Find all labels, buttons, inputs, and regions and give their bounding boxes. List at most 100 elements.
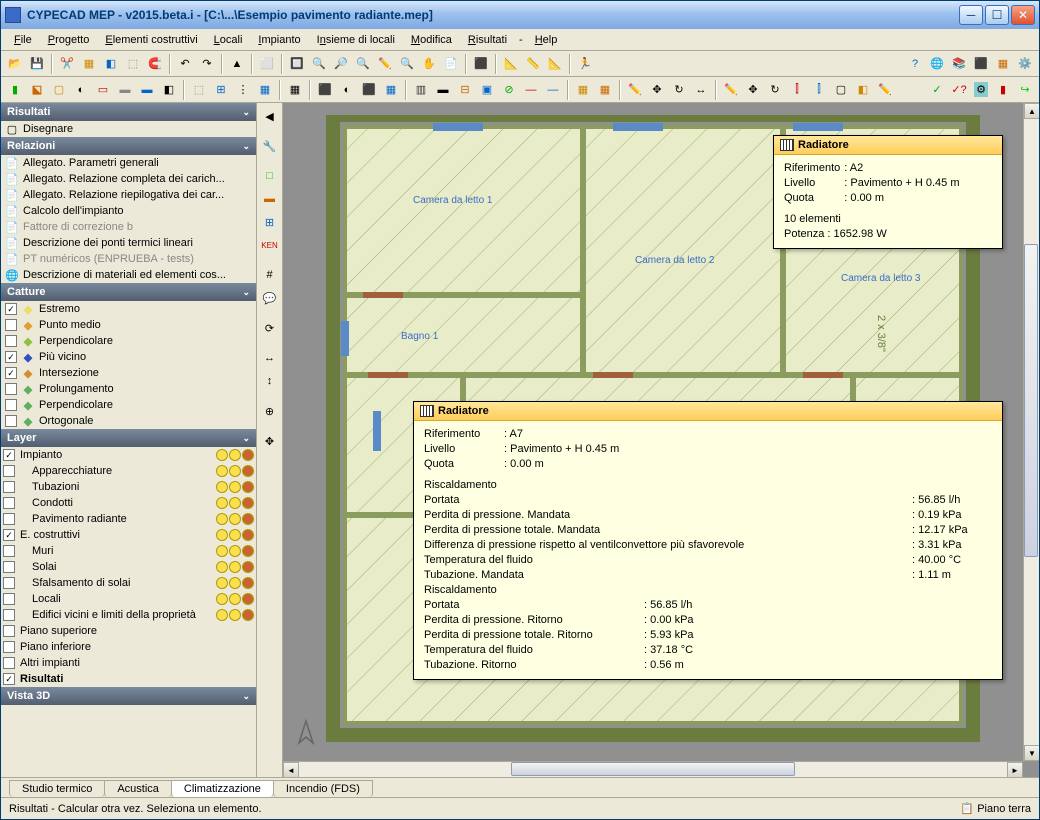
toolbar-button[interactable]: ▢: [831, 80, 851, 100]
toolbar-button[interactable]: ↻: [669, 80, 689, 100]
toolbar-button[interactable]: 🔍: [309, 54, 329, 74]
toolbar-button[interactable]: ⬕: [27, 80, 47, 100]
menu-modifica[interactable]: Modifica: [404, 32, 459, 48]
maximize-button[interactable]: ☐: [985, 5, 1009, 25]
layer-item[interactable]: Apparecchiature: [1, 463, 256, 479]
toolbar-button[interactable]: 📏: [523, 54, 543, 74]
toolbar-button[interactable]: 🔍: [353, 54, 373, 74]
toolbar-button[interactable]: —: [521, 80, 541, 100]
layer-item[interactable]: E. costruttivi: [1, 527, 256, 543]
toolbar-button[interactable]: ✥: [743, 80, 763, 100]
toolbar-button[interactable]: ◧: [101, 54, 121, 74]
vtool-button[interactable]: ⊞: [259, 211, 281, 233]
toolbar-button[interactable]: ⬛: [971, 54, 991, 74]
relazioni-item[interactable]: 📄Descrizione dei ponti termici lineari: [1, 235, 256, 251]
toolbar-button[interactable]: 📐: [501, 54, 521, 74]
tab-incendio-(fds)[interactable]: Incendio (FDS): [273, 780, 373, 797]
catture-item[interactable]: ◆Prolungamento: [1, 381, 256, 397]
panel-relazioni-header[interactable]: Relazioni⌄: [1, 137, 256, 155]
vtool-button[interactable]: ▬: [259, 188, 281, 210]
vtool-button[interactable]: ↕: [259, 370, 281, 392]
relazioni-item[interactable]: 🌐Descrizione di materiali ed elementi co…: [1, 267, 256, 283]
layer-item[interactable]: Condotti: [1, 495, 256, 511]
toolbar-button[interactable]: ◧: [853, 80, 873, 100]
scrollbar-horizontal[interactable]: ◄►: [283, 761, 1023, 777]
vtool-button[interactable]: 💬: [259, 287, 281, 309]
catture-item[interactable]: ◆Perpendicolare: [1, 397, 256, 413]
layer-item[interactable]: Tubazioni: [1, 479, 256, 495]
toolbar-button[interactable]: ✏️: [375, 54, 395, 74]
toolbar-button[interactable]: ▦: [79, 54, 99, 74]
menu-help[interactable]: Help: [528, 32, 565, 48]
toolbar-button[interactable]: ▦: [595, 80, 615, 100]
menu-progetto[interactable]: Progetto: [41, 32, 97, 48]
layer-item[interactable]: Edifici vicini e limiti della proprietà: [1, 607, 256, 623]
toolbar-button[interactable]: 📐: [545, 54, 565, 74]
layer-item[interactable]: Sfalsamento di solai: [1, 575, 256, 591]
catture-item[interactable]: ◆Più vicino: [1, 349, 256, 365]
menu--[interactable]: -: [516, 32, 526, 48]
toolbar-button[interactable]: 📄: [441, 54, 461, 74]
toolbar-button[interactable]: ⊟: [455, 80, 475, 100]
toolbar-button[interactable]: ▦: [573, 80, 593, 100]
toolbar-button[interactable]: ✥: [647, 80, 667, 100]
catture-item[interactable]: ◆Ortogonale: [1, 413, 256, 429]
layer-extra-item[interactable]: Piano superiore: [1, 623, 256, 639]
toolbar-button[interactable]: ▭: [93, 80, 113, 100]
toolbar-button[interactable]: ◐: [337, 80, 357, 100]
toolbar-button[interactable]: 🔎: [331, 54, 351, 74]
relazioni-item[interactable]: 📄Allegato. Relazione riepilogativa dei c…: [1, 187, 256, 203]
relazioni-item[interactable]: 📄Fattore di correzione b: [1, 219, 256, 235]
relazioni-item[interactable]: 📄PT numéricos (ENPRUEBA - tests): [1, 251, 256, 267]
toolbar-button[interactable]: ⬛: [315, 80, 335, 100]
tab-studio-termico[interactable]: Studio termico: [9, 780, 105, 797]
toolbar-button[interactable]: 🔍: [397, 54, 417, 74]
panel-layer-header[interactable]: Layer⌄: [1, 429, 256, 447]
relazioni-item[interactable]: 📄Allegato. Relazione completa dei carich…: [1, 171, 256, 187]
toolbar-button[interactable]: 📂: [5, 54, 25, 74]
toolbar-button[interactable]: ▥: [411, 80, 431, 100]
toolbar-button[interactable]: ⫿: [787, 80, 807, 100]
toolbar-button[interactable]: ▬: [137, 80, 157, 100]
toolbar-button[interactable]: ▮: [993, 80, 1013, 100]
toolbar-button[interactable]: ⋮: [233, 80, 253, 100]
catture-item[interactable]: ◆Estremo: [1, 301, 256, 317]
toolbar-button[interactable]: ✓?: [949, 80, 969, 100]
toolbar-button[interactable]: ↪: [1015, 80, 1035, 100]
risultati-item[interactable]: ▢Disegnare: [1, 121, 256, 137]
toolbar-button[interactable]: ↶: [175, 54, 195, 74]
toolbar-button[interactable]: —: [543, 80, 563, 100]
toolbar-button[interactable]: ⊘: [499, 80, 519, 100]
toolbar-button[interactable]: 💾: [27, 54, 47, 74]
toolbar-button[interactable]: ◧: [159, 80, 179, 100]
vtool-button[interactable]: #: [259, 264, 281, 286]
toolbar-button[interactable]: ↷: [197, 54, 217, 74]
layer-extra-item[interactable]: Altri impianti: [1, 655, 256, 671]
toolbar-button[interactable]: ↔: [691, 80, 711, 100]
toolbar-button[interactable]: ▢: [49, 80, 69, 100]
menu-risultati[interactable]: Risultati: [461, 32, 514, 48]
toolbar-button[interactable]: ⬛: [359, 80, 379, 100]
toolbar-button[interactable]: ✏️: [721, 80, 741, 100]
toolbar-button[interactable]: 📚: [949, 54, 969, 74]
layer-item[interactable]: Pavimento radiante: [1, 511, 256, 527]
vtool-button[interactable]: ◀: [259, 105, 281, 127]
vtool-button[interactable]: ⊕: [259, 400, 281, 422]
toolbar-button[interactable]: ▬: [115, 80, 135, 100]
toolbar-button[interactable]: ▬: [433, 80, 453, 100]
vtool-button[interactable]: □: [259, 165, 281, 187]
relazioni-item[interactable]: 📄Allegato. Parametri generali: [1, 155, 256, 171]
toolbar-button[interactable]: ▣: [477, 80, 497, 100]
toolbar-button[interactable]: 🔲: [287, 54, 307, 74]
toolbar-button[interactable]: ▮: [5, 80, 25, 100]
toolbar-button[interactable]: 🏃: [575, 54, 595, 74]
catture-item[interactable]: ◆Intersezione: [1, 365, 256, 381]
toolbar-button[interactable]: ▦: [285, 80, 305, 100]
tab-climatizzazione[interactable]: Climatizzazione: [171, 780, 274, 797]
toolbar-button[interactable]: ◐: [71, 80, 91, 100]
panel-catture-header[interactable]: Catture⌄: [1, 283, 256, 301]
close-button[interactable]: ✕: [1011, 5, 1035, 25]
toolbar-button[interactable]: ⬚: [189, 80, 209, 100]
toolbar-button[interactable]: ⊞: [211, 80, 231, 100]
minimize-button[interactable]: ─: [959, 5, 983, 25]
